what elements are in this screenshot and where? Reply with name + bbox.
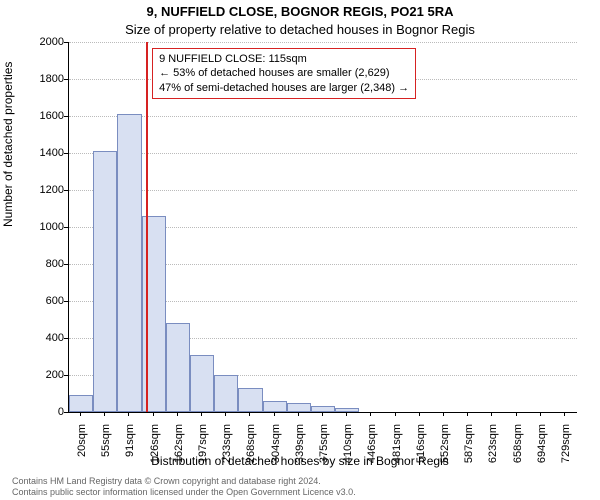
histogram-bar xyxy=(166,323,190,412)
x-tick-mark xyxy=(419,412,420,416)
y-tick-label: 1000 xyxy=(24,221,64,233)
x-tick-mark xyxy=(104,412,105,416)
y-tick-label: 600 xyxy=(24,295,64,307)
annotation-line: 9 NUFFIELD CLOSE: 115sqm xyxy=(159,52,409,66)
chart-title-sub: Size of property relative to detached ho… xyxy=(0,22,600,37)
histogram-bar xyxy=(335,408,359,412)
x-tick-mark xyxy=(540,412,541,416)
annotation-box: 9 NUFFIELD CLOSE: 115sqm← 53% of detache… xyxy=(152,48,416,99)
x-tick-mark xyxy=(128,412,129,416)
histogram-bar xyxy=(117,114,141,412)
annotation-line: ← 53% of detached houses are smaller (2,… xyxy=(159,66,409,80)
chart-container: 9, NUFFIELD CLOSE, BOGNOR REGIS, PO21 5R… xyxy=(0,0,600,500)
x-tick-mark xyxy=(516,412,517,416)
x-tick-mark xyxy=(225,412,226,416)
x-tick-mark xyxy=(153,412,154,416)
y-tick-label: 1800 xyxy=(24,73,64,85)
histogram-bar xyxy=(190,355,214,412)
x-tick-mark xyxy=(249,412,250,416)
y-axis-label: Number of detached properties xyxy=(1,62,15,227)
x-tick-mark xyxy=(370,412,371,416)
x-tick-mark xyxy=(564,412,565,416)
histogram-bar xyxy=(287,403,311,412)
chart-title-address: 9, NUFFIELD CLOSE, BOGNOR REGIS, PO21 5R… xyxy=(0,4,600,19)
y-tick-label: 2000 xyxy=(24,36,64,48)
x-tick-mark xyxy=(491,412,492,416)
x-tick-mark xyxy=(467,412,468,416)
histogram-bar xyxy=(263,401,287,412)
y-tick-label: 800 xyxy=(24,258,64,270)
histogram-bar xyxy=(69,395,93,412)
y-tick-label: 0 xyxy=(24,406,64,418)
y-tick-label: 400 xyxy=(24,332,64,344)
x-tick-mark xyxy=(80,412,81,416)
x-tick-mark xyxy=(346,412,347,416)
histogram-bar xyxy=(238,388,262,412)
y-tick-label: 1400 xyxy=(24,147,64,159)
y-tick-label: 200 xyxy=(24,369,64,381)
x-tick-mark xyxy=(177,412,178,416)
x-tick-mark xyxy=(395,412,396,416)
footer-attribution: Contains HM Land Registry data © Crown c… xyxy=(12,476,356,498)
y-tick-label: 1200 xyxy=(24,184,64,196)
property-size-marker xyxy=(146,42,148,412)
plot-area: 9 NUFFIELD CLOSE: 115sqm← 53% of detache… xyxy=(68,42,577,413)
annotation-line: 47% of semi-detached houses are larger (… xyxy=(159,81,409,95)
x-axis-label: Distribution of detached houses by size … xyxy=(0,454,600,468)
x-tick-mark xyxy=(322,412,323,416)
histogram-bar xyxy=(214,375,238,412)
y-tick-label: 1600 xyxy=(24,110,64,122)
histogram-bar xyxy=(93,151,117,412)
x-tick-mark xyxy=(443,412,444,416)
footer-line-1: Contains HM Land Registry data © Crown c… xyxy=(12,476,356,487)
x-tick-mark xyxy=(201,412,202,416)
x-tick-mark xyxy=(298,412,299,416)
footer-line-2: Contains public sector information licen… xyxy=(12,487,356,498)
x-tick-mark xyxy=(274,412,275,416)
